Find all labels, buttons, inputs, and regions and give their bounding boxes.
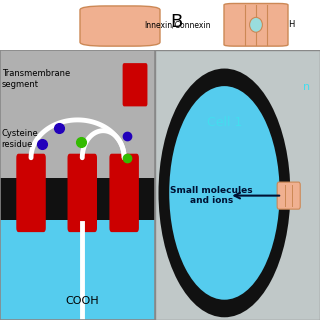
- Text: Transmembrane
segment: Transmembrane segment: [2, 69, 70, 89]
- Ellipse shape: [169, 86, 280, 300]
- Text: COOH: COOH: [66, 296, 99, 306]
- Bar: [0, 50, 155, 201]
- FancyBboxPatch shape: [123, 63, 148, 106]
- Text: n: n: [303, 83, 310, 92]
- Text: Small molecules
and ions: Small molecules and ions: [170, 186, 252, 205]
- FancyBboxPatch shape: [68, 154, 97, 232]
- Bar: [0, 201, 155, 320]
- FancyBboxPatch shape: [224, 4, 288, 46]
- Text: Cysteine
residue: Cysteine residue: [2, 129, 38, 149]
- FancyBboxPatch shape: [80, 6, 160, 46]
- FancyBboxPatch shape: [109, 154, 139, 232]
- Text: Cell 1: Cell 1: [207, 116, 242, 129]
- Text: H: H: [288, 20, 294, 29]
- Text: B: B: [170, 13, 182, 31]
- Text: Innexin/Connexin: Innexin/Connexin: [144, 20, 211, 29]
- FancyBboxPatch shape: [277, 182, 300, 209]
- Ellipse shape: [250, 17, 262, 32]
- Bar: [0, 178, 155, 220]
- FancyBboxPatch shape: [16, 154, 46, 232]
- Ellipse shape: [158, 68, 290, 317]
